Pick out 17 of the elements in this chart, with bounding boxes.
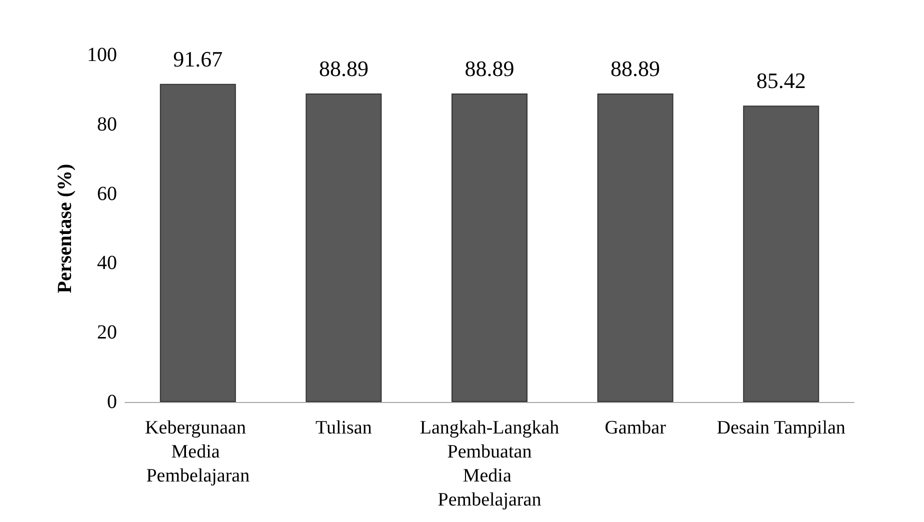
y-tick-label: 80	[97, 113, 117, 136]
y-tick-label: 20	[97, 322, 117, 344]
y-tick-label: 40	[97, 252, 117, 274]
x-tick-label: Langkah-Langkah Pembuatan Media Pembelajaran	[420, 418, 560, 510]
x-tick-label: Gambar	[604, 418, 667, 438]
y-axis-title: Persentase (%)	[54, 164, 76, 294]
x-tick-label: Tulisan	[316, 418, 372, 438]
x-tick-label: Desain Tampilan	[716, 418, 846, 438]
x-tick-label: Kebergunaan Media Pembelajaran	[145, 418, 251, 486]
data-label: 88.89	[464, 56, 514, 82]
y-tick-label: 100	[87, 44, 117, 66]
data-label: 85.42	[756, 68, 806, 94]
data-label: 91.67	[173, 46, 223, 72]
y-tick-label: 60	[97, 182, 117, 205]
data-label: 88.89	[318, 56, 368, 82]
y-tick-label: 0	[107, 391, 117, 413]
data-label: 88.89	[610, 56, 660, 82]
